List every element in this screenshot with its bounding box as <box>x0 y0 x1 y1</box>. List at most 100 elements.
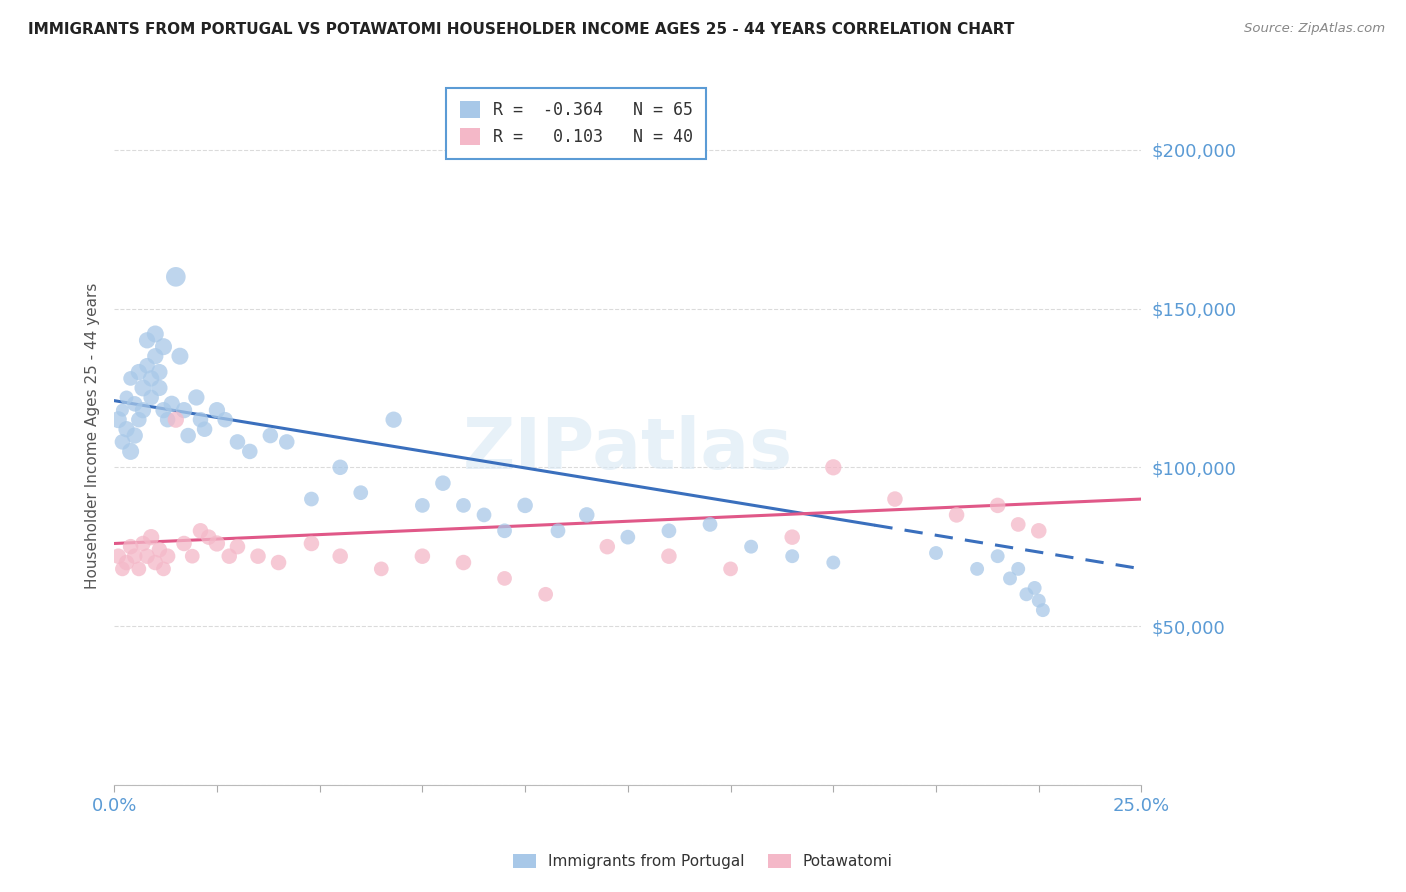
Point <box>987 499 1010 513</box>
Text: IMMIGRANTS FROM PORTUGAL VS POTAWATOMI HOUSEHOLDER INCOME AGES 25 - 44 YEARS COR: IMMIGRANTS FROM PORTUGAL VS POTAWATOMI H… <box>28 22 1015 37</box>
Point <box>197 530 219 544</box>
Point <box>186 391 208 405</box>
Point <box>169 349 191 363</box>
Point <box>453 556 475 570</box>
Point <box>115 556 138 570</box>
Point <box>107 549 129 564</box>
Point <box>148 381 170 395</box>
Point <box>136 359 159 373</box>
Point <box>194 422 217 436</box>
Point <box>350 485 373 500</box>
Point <box>111 403 134 417</box>
Point <box>472 508 495 522</box>
Point <box>432 476 454 491</box>
Point <box>1024 581 1046 595</box>
Point <box>329 549 352 564</box>
Point <box>1028 524 1050 538</box>
Point <box>160 397 183 411</box>
Point <box>143 349 166 363</box>
Point <box>165 269 187 284</box>
Point <box>658 524 681 538</box>
Point <box>156 549 179 564</box>
Point <box>143 326 166 341</box>
Point <box>259 428 281 442</box>
Point <box>411 499 433 513</box>
Point <box>148 365 170 379</box>
Point <box>596 540 619 554</box>
Point <box>181 549 204 564</box>
Point <box>136 334 159 348</box>
Point <box>141 530 163 544</box>
Point <box>617 530 640 544</box>
Point <box>370 562 392 576</box>
Point <box>143 556 166 570</box>
Point <box>547 524 569 538</box>
Point <box>173 536 195 550</box>
Point <box>699 517 721 532</box>
Point <box>780 549 803 564</box>
Point <box>301 536 323 550</box>
Point <box>141 391 163 405</box>
Point <box>190 524 212 538</box>
Point <box>128 365 150 379</box>
Legend: R =  -0.364   N = 65, R =   0.103   N = 40: R = -0.364 N = 65, R = 0.103 N = 40 <box>447 87 706 159</box>
Point <box>156 412 179 426</box>
Point <box>884 491 907 506</box>
Point <box>239 444 262 458</box>
Legend: Immigrants from Portugal, Potawatomi: Immigrants from Portugal, Potawatomi <box>508 847 898 875</box>
Point <box>124 549 146 564</box>
Point <box>987 549 1010 564</box>
Point <box>214 412 236 426</box>
Point <box>152 340 174 354</box>
Point <box>226 540 249 554</box>
Point <box>1015 587 1038 601</box>
Point <box>120 371 142 385</box>
Point <box>247 549 270 564</box>
Point <box>453 499 475 513</box>
Point <box>165 412 187 426</box>
Point <box>148 542 170 557</box>
Point <box>998 571 1021 585</box>
Point <box>141 371 163 385</box>
Point <box>945 508 967 522</box>
Point <box>966 562 988 576</box>
Point <box>128 562 150 576</box>
Point <box>823 460 845 475</box>
Point <box>132 381 155 395</box>
Point <box>111 562 134 576</box>
Point <box>173 403 195 417</box>
Point <box>115 422 138 436</box>
Point <box>226 434 249 449</box>
Point <box>494 571 516 585</box>
Point <box>513 499 536 513</box>
Point <box>190 412 212 426</box>
Point <box>1007 562 1029 576</box>
Point <box>205 536 228 550</box>
Point <box>823 556 845 570</box>
Point <box>124 428 146 442</box>
Point <box>575 508 598 522</box>
Point <box>411 549 433 564</box>
Point <box>120 540 142 554</box>
Point <box>218 549 240 564</box>
Point <box>115 391 138 405</box>
Point <box>301 491 323 506</box>
Point <box>111 434 134 449</box>
Point <box>177 428 200 442</box>
Point <box>120 444 142 458</box>
Point <box>132 536 155 550</box>
Point <box>720 562 742 576</box>
Point <box>152 403 174 417</box>
Point <box>152 562 174 576</box>
Point <box>267 556 290 570</box>
Point <box>925 546 948 560</box>
Point <box>494 524 516 538</box>
Text: Source: ZipAtlas.com: Source: ZipAtlas.com <box>1244 22 1385 36</box>
Point <box>658 549 681 564</box>
Point <box>205 403 228 417</box>
Text: ZIPatlas: ZIPatlas <box>463 415 793 484</box>
Point <box>1007 517 1029 532</box>
Point <box>780 530 803 544</box>
Point <box>132 403 155 417</box>
Point <box>128 412 150 426</box>
